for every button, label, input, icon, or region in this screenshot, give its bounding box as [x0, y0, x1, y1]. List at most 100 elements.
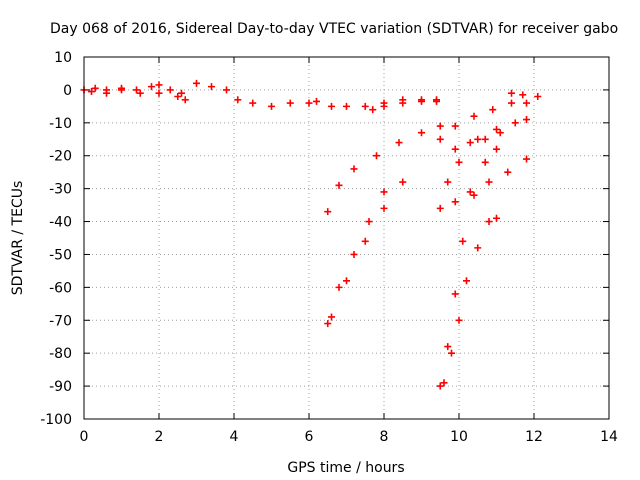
point-arc-7-1	[335, 283, 343, 291]
series-arc-8	[328, 178, 407, 321]
plot-frame	[83, 56, 610, 420]
x-axis-label: GPS time / hours	[287, 460, 404, 476]
point-arc-7-2	[350, 250, 358, 258]
series-arc-14	[451, 129, 504, 153]
point-arc-6-3	[373, 152, 380, 160]
point-arc-5-3	[418, 97, 425, 105]
point-arc-1-7	[166, 86, 174, 94]
point-arc-15-1	[519, 91, 527, 99]
point-arc-9-0	[436, 382, 444, 390]
y-tick-label-1: 0	[63, 83, 72, 99]
point-arc-14-1	[466, 139, 474, 147]
point-arc-8-2	[361, 237, 369, 245]
point-arc-13-4	[508, 99, 515, 107]
point-arc-9-2	[451, 290, 459, 298]
point-arc-12-2	[474, 135, 482, 143]
point-arc-8-0	[328, 313, 335, 321]
x-tick-label-5: 10	[450, 429, 468, 445]
point-arc-9-5	[481, 158, 489, 166]
point-arc-6-0	[324, 208, 332, 216]
point-arc-5-2	[399, 99, 407, 107]
point-arc-3-3	[286, 99, 294, 107]
point-arc-5-1	[380, 102, 388, 110]
point-arc-2-1	[103, 89, 110, 97]
point-arc-13-5	[523, 99, 530, 107]
y-axis-label: SDTVAR / TECUs	[10, 181, 26, 296]
point-arc-7-0	[324, 320, 332, 328]
point-arc-1-9	[193, 79, 200, 87]
y-tick-label-6: -50	[49, 247, 72, 263]
point-arc-6-6	[436, 122, 444, 130]
point-arc-6-5	[418, 129, 425, 137]
point-arc-13-2	[470, 112, 478, 120]
data-series	[80, 79, 542, 390]
point-arc-2-2	[118, 86, 125, 94]
point-arc-3-2	[268, 102, 275, 110]
series-arc-15	[508, 89, 542, 100]
y-tick-label-5: -40	[49, 215, 72, 231]
point-arc-10-4	[474, 244, 482, 252]
point-arc-10-6	[493, 214, 500, 222]
point-arc-2-4	[155, 89, 163, 97]
axis-ticks: 0 2 4 6 8 10 12 14 10 0 -10 -20 -30 -40 -50 -60 -70 -80 -9…	[40, 50, 618, 445]
point-arc-2-0	[88, 88, 95, 96]
point-arc-7-3	[365, 218, 373, 226]
point-arc-3-5	[313, 97, 320, 105]
x-tick-label-6: 12	[525, 429, 543, 445]
series-arc-10	[440, 214, 500, 387]
x-tick-label-7: 14	[600, 429, 618, 445]
point-arc-3-0	[234, 96, 242, 104]
y-tick-label-3: -20	[49, 149, 72, 165]
y-tick-label-9: -80	[49, 346, 72, 362]
point-arc-6-1	[335, 181, 343, 189]
grid	[84, 57, 609, 419]
y-tick-label-10: -90	[49, 379, 72, 395]
point-arc-4-0	[328, 102, 335, 110]
point-arc-11-1	[451, 198, 459, 206]
y-tick-label-2: -10	[49, 116, 72, 132]
y-tick-label-11: -100	[40, 412, 72, 428]
point-arc-9-1	[444, 343, 452, 351]
y-tick-label-4: -30	[49, 182, 72, 198]
point-arc-10-1	[448, 349, 455, 357]
point-arc-1-10	[208, 83, 215, 91]
point-arc-11-3	[485, 178, 493, 186]
y-tick-label-0: 10	[54, 50, 72, 66]
series-arc-11	[436, 155, 530, 212]
point-arc-12-1	[455, 158, 463, 166]
series-arc-12	[444, 116, 530, 186]
series-arc-7	[324, 188, 388, 328]
point-arc-2-5	[174, 92, 182, 100]
point-arc-6-2	[350, 165, 358, 173]
point-arc-12-0	[444, 178, 452, 186]
point-arc-13-3	[489, 106, 497, 114]
point-arc-8-4	[399, 178, 407, 186]
point-arc-15-2	[534, 92, 542, 100]
point-arc-10-5	[485, 218, 493, 226]
point-arc-1-8	[178, 89, 185, 97]
point-arc-15-0	[508, 89, 515, 97]
point-arc-1-6	[155, 81, 163, 89]
series-arc-9	[436, 145, 500, 390]
point-arc-11-4	[504, 168, 512, 176]
point-arc-2-6	[181, 96, 189, 104]
point-arc-11-5	[523, 155, 530, 163]
x-tick-label-1: 2	[155, 429, 164, 445]
point-arc-4-1	[343, 102, 350, 110]
point-arc-8-3	[380, 204, 388, 212]
point-arc-1-4	[133, 86, 140, 94]
point-arc-14-0	[451, 145, 459, 153]
point-arc-3-1	[249, 99, 257, 107]
point-arc-12-3	[493, 125, 500, 133]
point-arc-6-4	[395, 139, 403, 147]
x-tick-label-2: 4	[230, 429, 239, 445]
point-arc-4-2	[361, 102, 369, 110]
point-arc-13-0	[436, 135, 444, 143]
point-arc-2-3	[136, 89, 144, 97]
point-arc-10-0	[440, 379, 448, 387]
point-arc-12-5	[523, 116, 530, 124]
point-arc-12-4	[511, 119, 519, 127]
point-arc-9-4	[470, 191, 478, 199]
point-arc-11-2	[466, 188, 474, 196]
point-arc-14-3	[496, 129, 504, 137]
